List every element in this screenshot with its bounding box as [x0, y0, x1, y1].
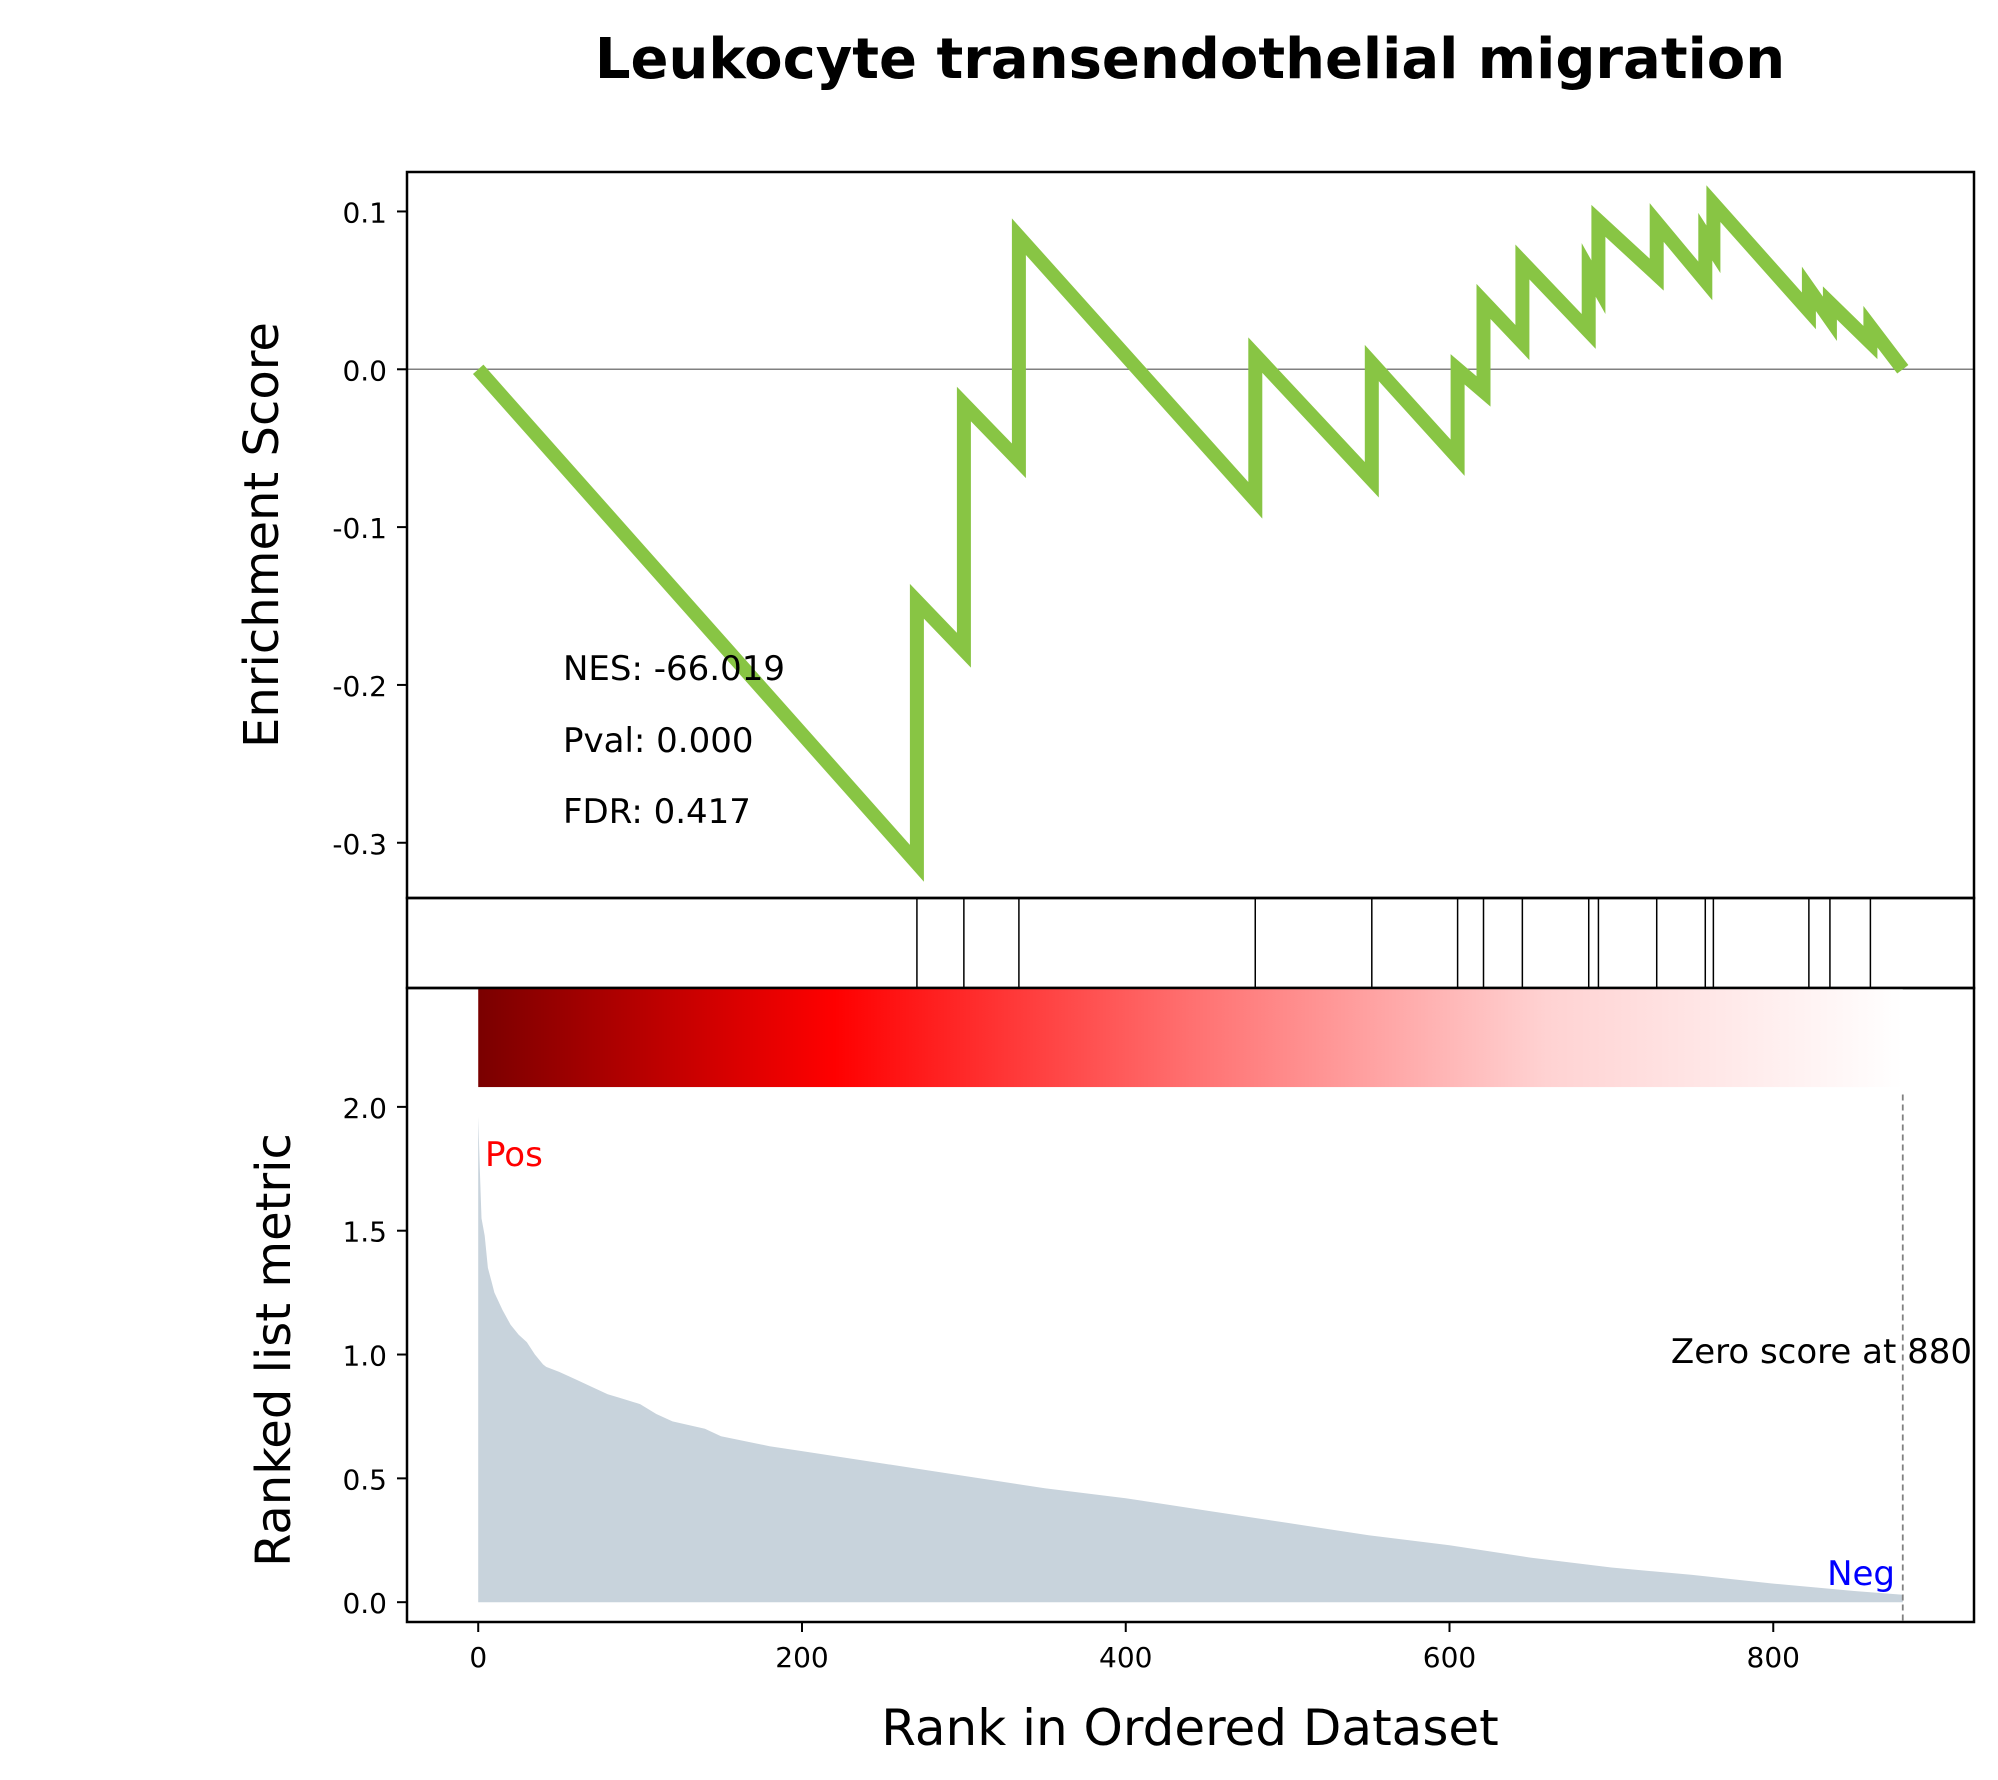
x-axis: 0 200 400 600 800	[469, 1622, 1800, 1674]
metric-y-tick-label: 0.0	[342, 1587, 387, 1620]
enrichment-score-line	[472, 185, 1909, 882]
es-panel-frame	[405, 170, 1976, 900]
es-y-axis: 0.1 0.0 -0.1 -0.2 -0.3	[332, 196, 407, 861]
es-y-tick-label: 0.0	[342, 354, 387, 387]
metric-y-tick-label: 0.5	[342, 1463, 387, 1496]
x-tick-label: 800	[1747, 1641, 1800, 1674]
x-tick-label: 200	[775, 1641, 828, 1674]
metric-y-axis: 0.0 0.5 1.0 1.5 2.0	[342, 1092, 407, 1620]
es-y-tick-label: -0.3	[332, 828, 387, 861]
gene-hits-panel	[405, 896, 1976, 990]
chart-title: Leukocyte transendothelial migration	[595, 27, 1785, 92]
es-y-tick-label: 0.1	[342, 196, 387, 229]
neg-label: Neg	[1827, 1554, 1895, 1594]
zero-score-label: Zero score at 880	[1671, 1332, 1972, 1372]
hits-panel-frame	[405, 896, 1976, 990]
pos-label: Pos	[485, 1135, 543, 1175]
ranked-metric-area	[478, 1116, 1903, 1603]
metric-y-tick-label: 2.0	[342, 1092, 387, 1125]
hit-lines	[916, 898, 1872, 988]
metric-y-tick-label: 1.0	[342, 1340, 387, 1373]
metric-panel-frame	[405, 986, 1976, 1624]
es-y-label: Enrichment Score	[234, 322, 290, 748]
x-tick-label: 0	[469, 1641, 487, 1674]
ranking-heat-bar	[478, 988, 1903, 1088]
es-y-tick-label: -0.2	[332, 670, 387, 703]
fdr-annotation: FDR: 0.417	[563, 792, 751, 832]
ranked-metric-panel: Zero score at 880 Pos Neg 0.0 0.5 1.0 1.5 2.…	[246, 986, 1976, 1757]
metric-y-tick-label: 1.5	[342, 1216, 387, 1249]
es-y-tick-label: -0.1	[332, 512, 387, 545]
x-tick-label: 400	[1099, 1641, 1152, 1674]
x-tick-label: 600	[1423, 1641, 1476, 1674]
metric-y-label: Ranked list metric	[246, 1133, 302, 1567]
nes-annotation: NES: -66.019	[563, 649, 785, 689]
enrichment-score-panel: 0.1 0.0 -0.1 -0.2 -0.3 NES: -66.019 Pval: 0.…	[234, 170, 1976, 900]
x-axis-label: Rank in Ordered Dataset	[881, 1699, 1498, 1757]
pval-annotation: Pval: 0.000	[563, 721, 754, 761]
